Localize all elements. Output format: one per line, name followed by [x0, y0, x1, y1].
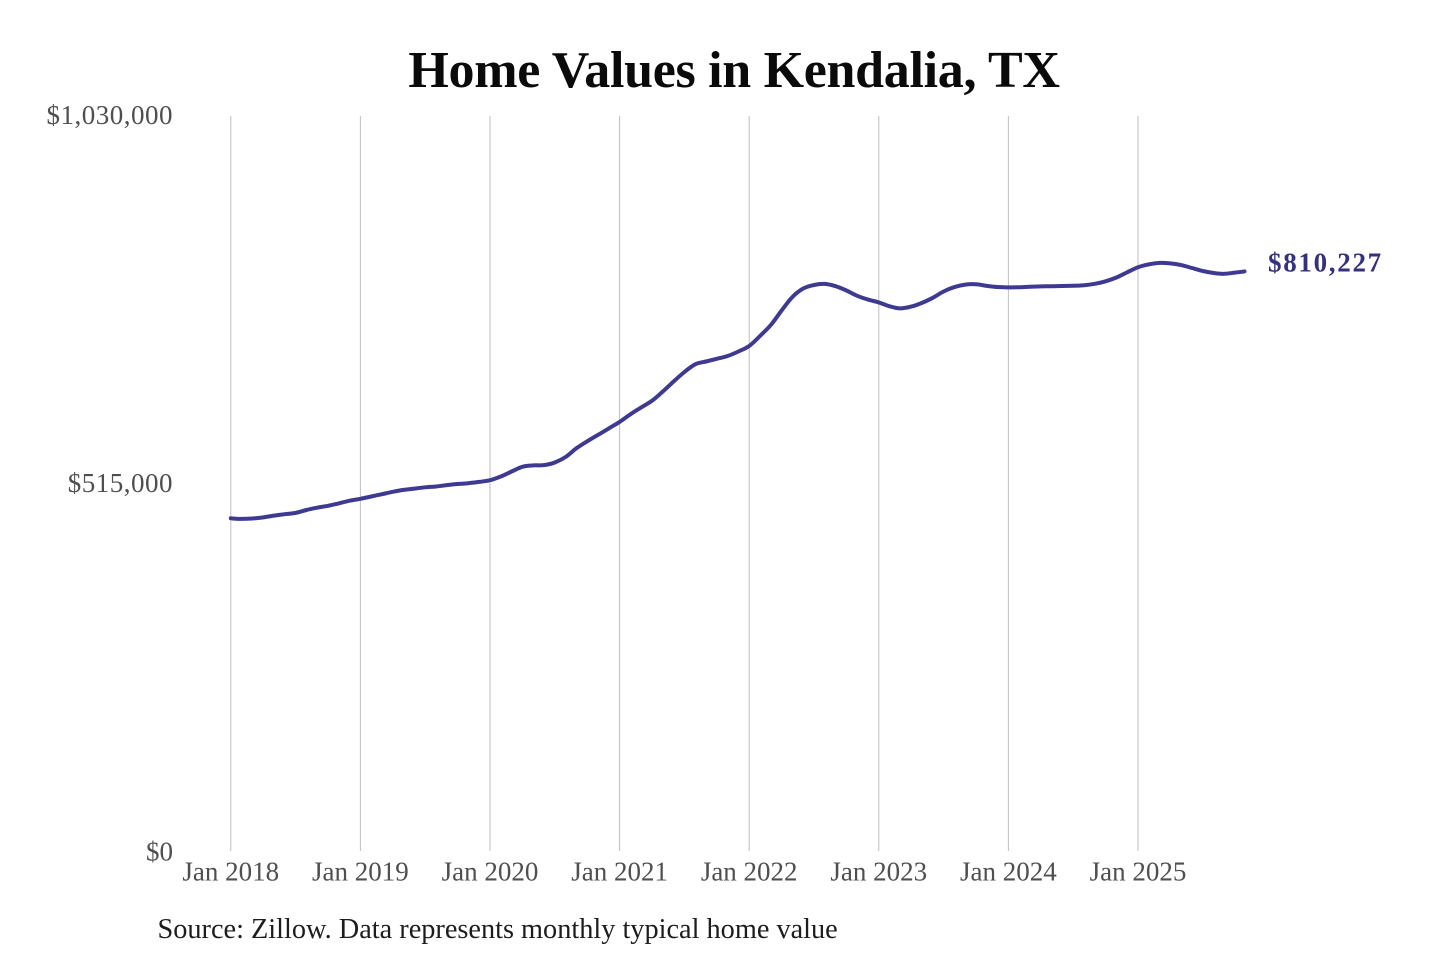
svg-text:Jan 2025: Jan 2025 [1090, 857, 1187, 887]
svg-text:Jan 2021: Jan 2021 [571, 857, 668, 887]
svg-text:Jan 2023: Jan 2023 [830, 857, 927, 887]
svg-text:Jan 2018: Jan 2018 [182, 857, 279, 887]
svg-text:Home Values in Kendalia, TX: Home Values in Kendalia, TX [408, 42, 1059, 99]
svg-text:Jan 2019: Jan 2019 [312, 857, 409, 887]
svg-text:$515,000: $515,000 [68, 468, 173, 498]
svg-text:Jan 2024: Jan 2024 [960, 857, 1057, 887]
svg-text:Jan 2022: Jan 2022 [701, 857, 798, 887]
svg-text:Jan 2020: Jan 2020 [442, 857, 539, 887]
svg-text:$810,227: $810,227 [1268, 248, 1383, 278]
svg-text:Source: Zillow. Data represent: Source: Zillow. Data represents monthly … [158, 914, 838, 945]
svg-text:$0: $0 [146, 837, 173, 867]
svg-text:$1,030,000: $1,030,000 [47, 100, 174, 130]
